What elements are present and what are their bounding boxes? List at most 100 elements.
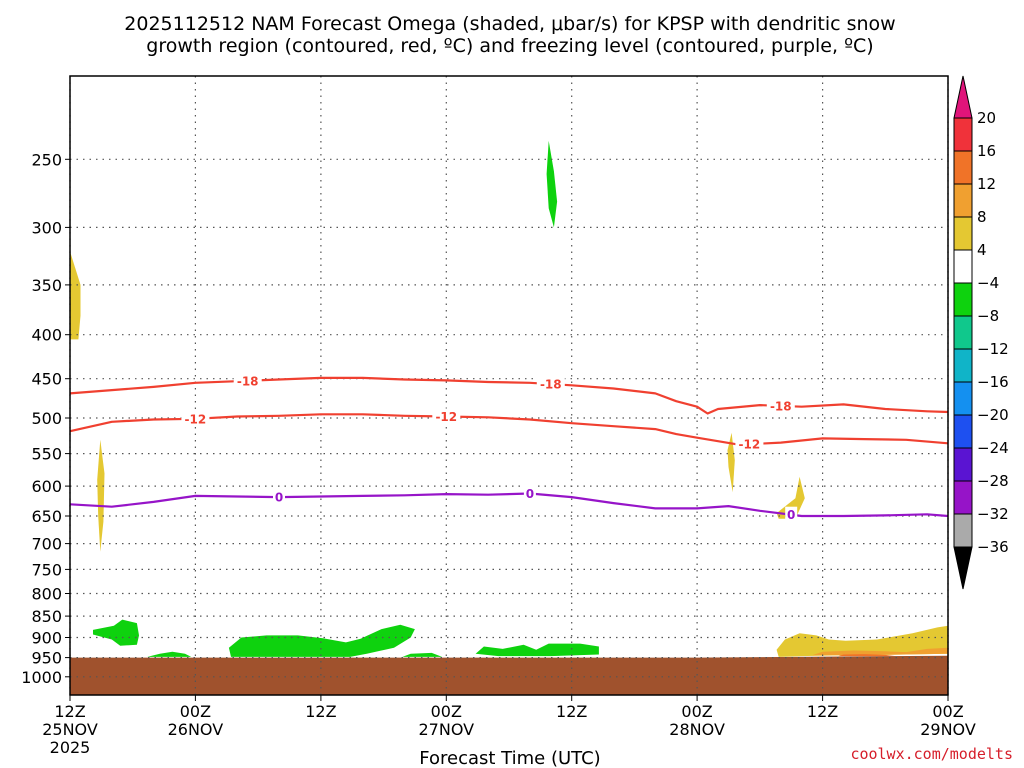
contour-label-1-2: -12 — [739, 438, 761, 452]
colorbar-swatch — [953, 282, 973, 317]
plot-frame — [69, 75, 949, 696]
y-tick-label: 550 — [31, 445, 62, 464]
y-tick-label: 800 — [31, 585, 62, 604]
contour-label-bg — [273, 489, 285, 505]
contour-label-bg — [432, 408, 461, 424]
contour-label-2-0: 0 — [275, 491, 283, 505]
x-tick-label: 28NOV — [669, 720, 725, 739]
y-tick-label: 950 — [31, 649, 62, 668]
contour-label-bg — [766, 397, 795, 413]
colorbar-swatch — [953, 183, 973, 218]
colorbar-swatch — [953, 249, 973, 284]
x-tick-label: 00Z — [180, 702, 211, 721]
terrain-area — [70, 655, 948, 695]
plot-area: -18 -18 -18 -12 -12 -12 0 0 0 — [69, 75, 949, 696]
colorbar-label: −24 — [977, 439, 1009, 457]
omega-region-5 — [93, 619, 139, 646]
colorbar-swatch — [953, 117, 973, 152]
temperature-contours: -18 -18 -18 -12 -12 -12 0 0 0 — [69, 372, 949, 522]
y-tick-label: 250 — [31, 150, 62, 169]
omega-region-0 — [70, 251, 81, 340]
colorbar-label: 16 — [977, 142, 996, 160]
x-tick-label: 25NOV — [42, 720, 98, 739]
colorbar-label: 4 — [977, 241, 987, 259]
contour-label-0-1: -18 — [540, 378, 562, 392]
omega-region-3 — [727, 432, 735, 493]
colorbar-swatch — [953, 216, 973, 251]
contour-label-2-1: 0 — [526, 487, 534, 501]
y-tick-label: 350 — [31, 276, 62, 295]
contour-label-bg — [523, 485, 536, 501]
colorbar-label: −12 — [977, 340, 1009, 358]
colorbar-swatch — [953, 150, 973, 185]
colorbar: 20 16 12 8 4 −4 −8 −12 −16 −20 −24 −28 −32 −36 — [953, 75, 1009, 590]
x-tick-label: 00Z — [681, 702, 712, 721]
contour-label-bg — [785, 506, 798, 522]
colorbar-swatch — [953, 381, 973, 416]
x-tick-label: 27NOV — [419, 720, 475, 739]
y-tick-label: 650 — [31, 507, 62, 526]
y-tick-label: 450 — [31, 370, 62, 389]
colorbar-swatch — [953, 447, 973, 482]
colorbar-label: 8 — [977, 208, 987, 226]
omega-region-6 — [147, 651, 192, 657]
contour-label-0-0: -18 — [237, 374, 259, 388]
credit-label: coolwx.com/modelts — [850, 745, 1013, 763]
omega-region-12 — [838, 654, 896, 657]
chart-title-line-2: growth region (contoured, red, ºC) and f… — [146, 35, 873, 57]
x-tick-label: 12Z — [54, 702, 85, 721]
colorbar-swatch — [953, 480, 973, 515]
omega-region-10 — [776, 625, 948, 657]
x-tick-label: 00Z — [932, 702, 963, 721]
omega-shaded-regions — [70, 140, 948, 657]
y-axis-ticks: 250 300 350 400 450 500 550 600 650 700 750 800 850 9… — [21, 150, 70, 687]
y-tick-label: 700 — [31, 535, 62, 554]
y-tick-label: 400 — [31, 326, 62, 345]
y-tick-label: 900 — [31, 629, 62, 648]
contour-label-bg — [735, 436, 764, 452]
omega-region-8 — [402, 652, 443, 657]
x-axis-title: Forecast Time (UTC) — [419, 748, 600, 768]
contour-line-1 — [69, 413, 949, 446]
contour-label-1-1: -12 — [435, 410, 457, 424]
contour-label-bg — [536, 376, 565, 392]
y-tick-label: 1000 — [21, 668, 62, 687]
colorbar-label: −36 — [977, 538, 1009, 556]
x-tick-label: 12Z — [305, 702, 336, 721]
omega-region-7 — [228, 624, 415, 657]
colorbar-label: 12 — [977, 175, 996, 193]
omega-region-11 — [812, 647, 948, 656]
omega-region-2 — [546, 140, 558, 228]
contour-label-2-2: 0 — [787, 508, 795, 522]
colorbar-label: −28 — [977, 472, 1009, 490]
contour-label-1-0: -12 — [185, 412, 207, 426]
plot-background — [70, 76, 948, 695]
omega-region-1 — [97, 439, 105, 552]
omega-region-4 — [776, 476, 805, 519]
x-tick-label: 26NOV — [168, 720, 224, 739]
chart-title-line-1: 2025112512 NAM Forecast Omega (shaded, μ… — [124, 13, 895, 35]
y-tick-label: 300 — [31, 218, 62, 237]
colorbar-swatch — [953, 414, 973, 449]
y-tick-label: 600 — [31, 477, 62, 496]
contour-label-bg — [233, 372, 262, 388]
colorbar-label: −20 — [977, 406, 1009, 424]
colorbar-label: −4 — [977, 274, 999, 292]
colorbar-swatch — [953, 315, 973, 350]
x-tick-label: 29NOV — [920, 720, 976, 739]
colorbar-label: −32 — [977, 505, 1009, 523]
y-tick-label: 500 — [31, 409, 62, 428]
y-tick-label: 850 — [31, 607, 62, 626]
terrain-fill — [70, 655, 948, 695]
colorbar-label: −16 — [977, 373, 1009, 391]
x-tick-label: 12Z — [807, 702, 838, 721]
x-tick-label: 00Z — [431, 702, 462, 721]
y-tick-label: 750 — [31, 560, 62, 579]
contour-label-0-2: -18 — [770, 399, 792, 413]
colorbar-top-arrow — [953, 75, 973, 119]
omega-region-9 — [475, 643, 599, 657]
contour-label-bg — [181, 410, 210, 426]
colorbar-label: −8 — [977, 307, 999, 325]
